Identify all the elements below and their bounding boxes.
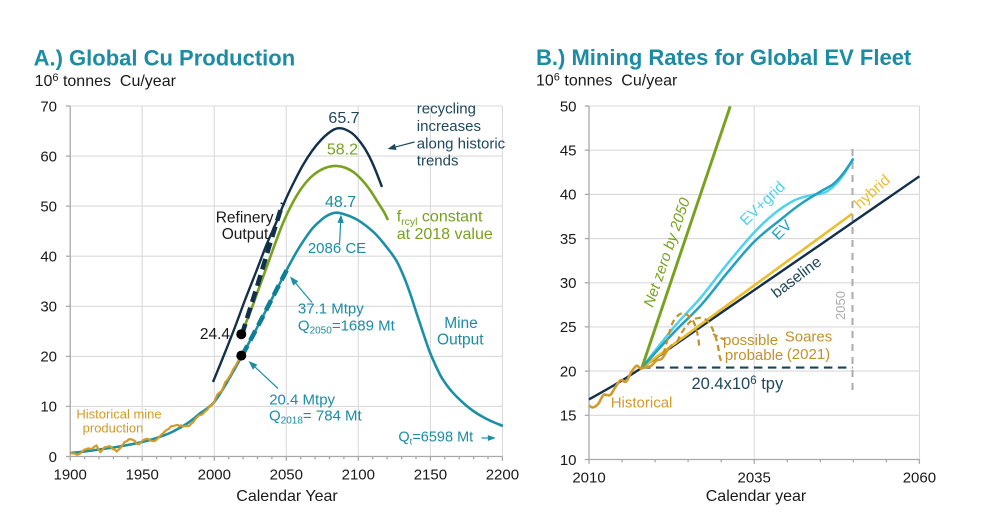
svg-text:106 tonnes Cu/year: 106 tonnes Cu/year xyxy=(536,72,678,90)
svg-text:24.4: 24.4 xyxy=(200,326,231,343)
svg-text:20: 20 xyxy=(560,363,577,380)
svg-text:Historical mine: Historical mine xyxy=(76,406,161,421)
svg-text:35: 35 xyxy=(560,231,577,248)
svg-text:Soares: Soares xyxy=(785,329,833,346)
svg-text:20: 20 xyxy=(40,349,57,366)
svg-text:50: 50 xyxy=(560,98,577,115)
svg-text:2050: 2050 xyxy=(270,467,303,484)
svg-text:along historic: along historic xyxy=(417,135,506,152)
svg-text:0: 0 xyxy=(49,449,57,466)
svg-text:1900: 1900 xyxy=(54,467,87,484)
svg-text:30: 30 xyxy=(40,299,57,316)
svg-text:10: 10 xyxy=(40,399,57,416)
svg-text:2086 CE: 2086 CE xyxy=(308,240,366,257)
svg-text:B.) Mining Rates for Global EV: B.) Mining Rates for Global EV Fleet xyxy=(536,45,912,70)
svg-text:45: 45 xyxy=(560,143,577,160)
svg-text:Calendar year: Calendar year xyxy=(706,488,807,505)
svg-text:A.) Global Cu Production: A.) Global Cu Production xyxy=(34,46,296,71)
svg-text:Output: Output xyxy=(222,226,269,243)
svg-text:Q2018= 784 Mt: Q2018= 784 Mt xyxy=(269,408,363,427)
svg-text:50: 50 xyxy=(40,198,57,215)
svg-text:2000: 2000 xyxy=(198,467,231,484)
svg-text:10: 10 xyxy=(560,452,577,469)
svg-text:(2021): (2021) xyxy=(787,346,830,363)
svg-text:2150: 2150 xyxy=(414,467,447,484)
svg-text:65.7: 65.7 xyxy=(328,110,359,127)
svg-text:2100: 2100 xyxy=(342,467,375,484)
svg-text:Refinery: Refinery xyxy=(216,209,274,226)
svg-text:recycling: recycling xyxy=(417,101,476,118)
svg-text:Q2050=1689 Mt: Q2050=1689 Mt xyxy=(298,318,396,337)
svg-text:58.2: 58.2 xyxy=(327,142,358,159)
svg-text:at 2018 value: at 2018 value xyxy=(397,226,493,243)
svg-text:Output: Output xyxy=(437,332,484,349)
svg-text:2060: 2060 xyxy=(903,470,936,487)
svg-text:25: 25 xyxy=(560,319,577,336)
svg-text:Mine: Mine xyxy=(444,315,478,332)
svg-text:20.4 Mtpy: 20.4 Mtpy xyxy=(269,391,335,408)
svg-text:70: 70 xyxy=(40,98,57,115)
svg-text:Qt=6598 Mt: Qt=6598 Mt xyxy=(398,429,473,447)
svg-text:production: production xyxy=(83,420,144,435)
svg-text:37.1 Mtpy: 37.1 Mtpy xyxy=(298,301,364,318)
svg-text:2010: 2010 xyxy=(572,470,605,487)
svg-text:1950: 1950 xyxy=(126,467,159,484)
svg-text:probable: probable xyxy=(725,347,783,364)
svg-text:40: 40 xyxy=(560,187,577,204)
svg-text:2035: 2035 xyxy=(738,470,771,487)
svg-text:20.4x106 tpy: 20.4x106 tpy xyxy=(692,375,784,393)
svg-text:60: 60 xyxy=(40,148,57,165)
svg-text:Calendar Year: Calendar Year xyxy=(236,488,338,505)
svg-text:15: 15 xyxy=(560,408,577,425)
svg-text:frcyl constant: frcyl constant xyxy=(397,208,483,228)
svg-text:trends: trends xyxy=(417,153,459,170)
svg-text:2200: 2200 xyxy=(486,467,519,484)
svg-text:48.7: 48.7 xyxy=(325,194,356,211)
svg-text:increases: increases xyxy=(417,118,481,135)
svg-text:Historical: Historical xyxy=(611,395,673,412)
svg-text:2050: 2050 xyxy=(833,291,848,320)
svg-text:possible: possible xyxy=(723,332,778,349)
svg-text:106 tonnes Cu/year: 106 tonnes Cu/year xyxy=(35,72,177,90)
svg-text:30: 30 xyxy=(560,275,577,292)
svg-text:40: 40 xyxy=(40,249,57,266)
